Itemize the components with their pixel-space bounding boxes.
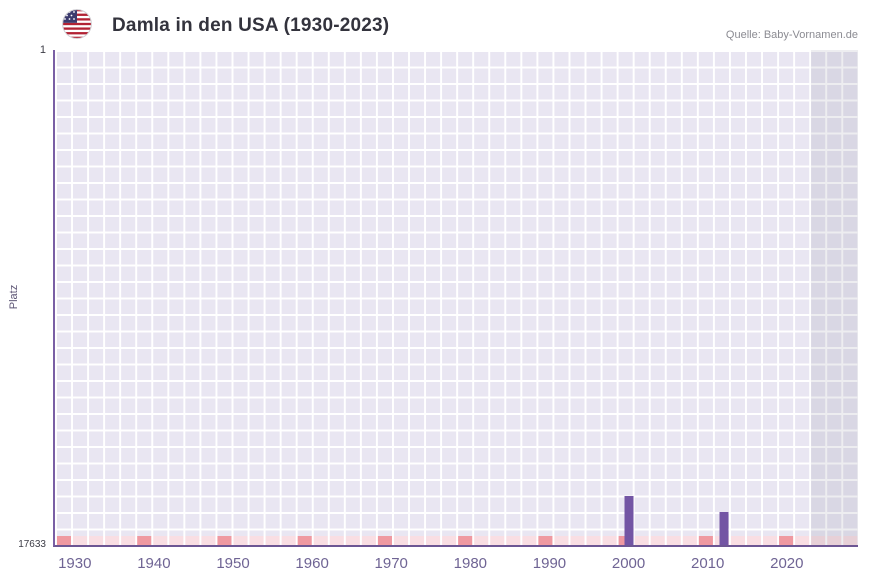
x-tick-label: 2000 (611, 555, 646, 572)
x-tick-label: 2010 (690, 555, 725, 572)
us-flag-icon (62, 9, 92, 39)
unranked-years-strip (55, 536, 858, 545)
no-data-region (810, 50, 858, 545)
x-tick-label: 1950 (216, 555, 250, 572)
rank-bar-2000[interactable] (624, 496, 634, 545)
x-tick-label: 1960 (295, 555, 329, 572)
x-tick-label: 1970 (374, 555, 408, 572)
x-tick-label: 1930 (58, 555, 92, 572)
rank-bar-2012[interactable] (719, 511, 728, 545)
y-tick-bottom: 17633 (18, 539, 46, 550)
chart-title: Damla in den USA (1930-2023) (112, 15, 390, 36)
x-tick-label: 1940 (137, 555, 171, 572)
plot-area (53, 50, 858, 547)
y-axis-title: Platz (8, 284, 20, 310)
source-link[interactable]: Quelle: Baby-Vornamen.de (725, 29, 858, 41)
x-axis-tick-row: 1930 1940 1950 1960 1970 1980 1990 2000 2010 2020 (55, 555, 858, 577)
x-tick-label: 1980 (453, 555, 488, 572)
x-tick-label: 1990 (532, 555, 567, 572)
x-tick-label: 2020 (770, 555, 804, 572)
y-tick-top: 1 (39, 44, 46, 56)
